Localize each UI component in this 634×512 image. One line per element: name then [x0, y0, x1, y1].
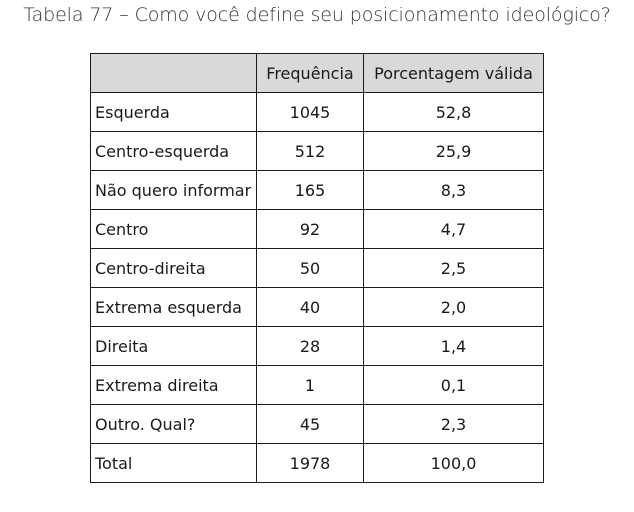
table-caption: Tabela 77 – Como você define seu posicio…	[23, 4, 611, 26]
row-frequency: 512	[256, 131, 364, 171]
row-frequency: 50	[256, 248, 364, 288]
row-percent: 2,0	[363, 287, 544, 327]
row-category: Esquerda	[90, 92, 257, 132]
table-row: Centro-esquerda 512 25,9	[90, 131, 544, 171]
row-category: Direita	[90, 326, 257, 366]
row-category: Outro. Qual?	[90, 404, 257, 444]
row-frequency: 40	[256, 287, 364, 327]
row-percent: 8,3	[363, 170, 544, 210]
total-frequency: 1978	[256, 443, 364, 483]
table-header-row: Frequência Porcentagem válida	[90, 53, 544, 93]
table-row: Extrema direita 1 0,1	[90, 365, 544, 405]
row-category: Centro	[90, 209, 257, 249]
row-frequency: 1045	[256, 92, 364, 132]
row-frequency: 45	[256, 404, 364, 444]
table-row: Direita 28 1,4	[90, 326, 544, 366]
row-percent: 2,3	[363, 404, 544, 444]
row-frequency: 1	[256, 365, 364, 405]
frequency-table: Frequência Porcentagem válida Esquerda 1…	[90, 53, 544, 483]
table-row: Esquerda 1045 52,8	[90, 92, 544, 132]
row-percent: 2,5	[363, 248, 544, 288]
row-category: Não quero informar	[90, 170, 257, 210]
header-category	[90, 53, 257, 93]
row-frequency: 92	[256, 209, 364, 249]
table-row: Centro-direita 50 2,5	[90, 248, 544, 288]
row-frequency: 165	[256, 170, 364, 210]
row-category: Extrema esquerda	[90, 287, 257, 327]
table-row: Outro. Qual? 45 2,3	[90, 404, 544, 444]
row-frequency: 28	[256, 326, 364, 366]
total-label: Total	[90, 443, 257, 483]
row-category: Centro-esquerda	[90, 131, 257, 171]
table-row: Extrema esquerda 40 2,0	[90, 287, 544, 327]
table-row: Não quero informar 165 8,3	[90, 170, 544, 210]
row-percent: 1,4	[363, 326, 544, 366]
row-percent: 25,9	[363, 131, 544, 171]
header-frequency: Frequência	[256, 53, 364, 93]
row-percent: 0,1	[363, 365, 544, 405]
table-row: Centro 92 4,7	[90, 209, 544, 249]
row-percent: 52,8	[363, 92, 544, 132]
row-category: Centro-direita	[90, 248, 257, 288]
row-category: Extrema direita	[90, 365, 257, 405]
total-percent: 100,0	[363, 443, 544, 483]
row-percent: 4,7	[363, 209, 544, 249]
table-total-row: Total 1978 100,0	[90, 443, 544, 483]
header-percent: Porcentagem válida	[363, 53, 544, 93]
